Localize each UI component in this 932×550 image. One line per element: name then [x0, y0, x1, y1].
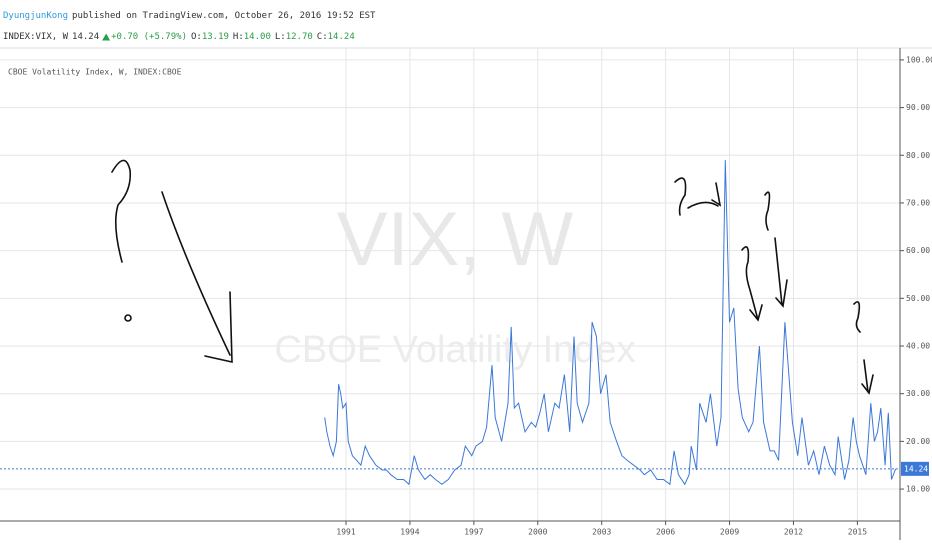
ohlc-label: H: [233, 32, 244, 42]
arrow [161, 191, 233, 364]
up-arrow [102, 33, 111, 41]
annotations [111, 159, 874, 395]
last-price-label: 14.24 [904, 464, 928, 473]
arrow [764, 191, 788, 308]
x-tick-label: 2009 [720, 528, 739, 537]
watermark-sub: CBOE Volatility Index [274, 329, 635, 371]
y-tick-label: 100.00 [906, 55, 932, 64]
dot [124, 314, 132, 322]
y-tick-label: 20.00 [906, 437, 930, 446]
y-tick-label: 30.00 [906, 389, 930, 398]
symbol: INDEX:VIX, W [3, 32, 69, 42]
legend-entry: CBOE Volatility Index, W, INDEX:CBOE [8, 68, 182, 77]
ohlc-value: 12.70 [286, 32, 313, 42]
y-tick-label: 50.00 [906, 294, 930, 303]
arrow [741, 246, 763, 322]
x-tick-label: 1997 [464, 528, 483, 537]
last: 14.24 [72, 32, 99, 42]
arrow [674, 177, 722, 216]
y-tick-label: 10.00 [906, 485, 930, 494]
y-tick-label: 40.00 [906, 342, 930, 351]
x-tick-label: 2000 [528, 528, 547, 537]
ohlc-label: L: [275, 32, 286, 42]
price-line-series [324, 160, 897, 486]
arrow [853, 301, 874, 395]
header-line: DyungjunKong published on TradingView.com… [3, 11, 376, 21]
y-tick-label: 80.00 [906, 151, 930, 160]
ohlc-label: O: [191, 32, 202, 42]
ohlc-label: C: [317, 32, 328, 42]
x-tick-label: 1994 [400, 528, 419, 537]
x-tick-label: 2015 [848, 528, 867, 537]
change: +0.70 (+5.79%) [111, 32, 187, 42]
ohlc-value: 14.00 [244, 32, 271, 42]
published: published on TradingView.com, October 26… [72, 11, 376, 21]
symbol-line: INDEX:VIX, W 14.24 +0.70 (+5.79%) O:13.19 H:… [3, 32, 355, 42]
plot: VIX, W CBOE Volatility Index [0, 48, 900, 521]
x-tick-label: 1991 [336, 528, 355, 537]
y-tick-label: 70.00 [906, 198, 930, 207]
x-tick-label: 2006 [656, 528, 675, 537]
watermark: VIX, W [337, 197, 574, 282]
last-price-box [901, 461, 929, 476]
x-tick-label: 2003 [592, 528, 611, 537]
ohlc-value: 14.24 [328, 32, 355, 42]
ohlc-value: 13.19 [202, 32, 229, 42]
x-tick-label: 2012 [784, 528, 803, 537]
author[interactable]: DyungjunKong [3, 11, 68, 21]
y-tick-label: 60.00 [906, 246, 930, 255]
y-tick-label: 90.00 [906, 103, 930, 112]
question-mark [111, 159, 132, 263]
